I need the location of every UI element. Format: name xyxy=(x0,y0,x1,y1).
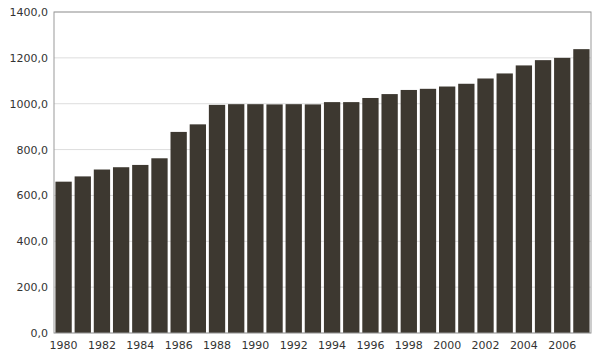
y-tick-label: 400,0 xyxy=(17,235,49,248)
bar xyxy=(94,170,110,333)
bar xyxy=(266,104,282,333)
bar xyxy=(535,60,551,333)
bar xyxy=(209,105,225,333)
bar xyxy=(247,104,263,333)
y-tick-label: 1000,0 xyxy=(10,98,49,111)
bar xyxy=(75,176,91,333)
x-tick-label: 1988 xyxy=(203,339,231,352)
bar xyxy=(516,65,532,333)
bar xyxy=(305,104,321,333)
bar xyxy=(420,89,436,333)
x-tick-label: 2004 xyxy=(510,339,538,352)
bar xyxy=(286,104,302,333)
bar xyxy=(113,167,129,333)
bar xyxy=(497,73,513,333)
bar xyxy=(439,87,455,333)
bar xyxy=(324,102,340,333)
x-tick-label: 2000 xyxy=(433,339,461,352)
bar xyxy=(362,98,378,333)
bar xyxy=(171,132,187,333)
x-tick-label: 1992 xyxy=(280,339,308,352)
y-tick-label: 0,0 xyxy=(31,327,49,340)
bar xyxy=(477,78,493,333)
x-tick-label: 1990 xyxy=(241,339,269,352)
x-tick-label: 1986 xyxy=(165,339,193,352)
bar xyxy=(458,84,474,333)
grid xyxy=(54,12,591,333)
plot-frame xyxy=(54,12,591,333)
x-tick-label: 1980 xyxy=(50,339,78,352)
x-tick-label: 1994 xyxy=(318,339,346,352)
bar xyxy=(151,158,167,333)
y-axis: 0,0 200,0 400,0 600,0 800,0 1000,0 1200,0 1400,… xyxy=(10,6,49,340)
bar xyxy=(573,49,589,333)
bar xyxy=(132,165,148,333)
bars xyxy=(55,49,589,333)
x-tick-label: 1984 xyxy=(126,339,154,352)
bar xyxy=(55,182,71,333)
page: {"chart_data": {"type": "bar", "categori… xyxy=(0,0,603,363)
x-axis: 1980 1982 1984 1986 1988 1990 1992 1994 1996 1998… xyxy=(50,339,577,352)
bar xyxy=(401,90,417,333)
x-tick-label: 2006 xyxy=(548,339,576,352)
y-tick-label: 1400,0 xyxy=(10,6,49,19)
y-tick-label: 600,0 xyxy=(17,189,49,202)
grid-line xyxy=(54,57,591,58)
bar xyxy=(343,102,359,333)
bar xyxy=(190,124,206,333)
chart: 0,0 200,0 400,0 600,0 800,0 1000,0 1200,0 1400,… xyxy=(0,0,603,363)
bar xyxy=(228,104,244,333)
y-tick-label: 1200,0 xyxy=(10,52,49,65)
x-tick-label: 1996 xyxy=(356,339,384,352)
x-tick-label: 1982 xyxy=(88,339,116,352)
bar xyxy=(554,58,570,333)
y-tick-label: 800,0 xyxy=(17,144,49,157)
x-tick-label: 2002 xyxy=(472,339,500,352)
x-tick-label: 1998 xyxy=(395,339,423,352)
y-tick-label: 200,0 xyxy=(17,281,49,294)
bar xyxy=(381,94,397,333)
